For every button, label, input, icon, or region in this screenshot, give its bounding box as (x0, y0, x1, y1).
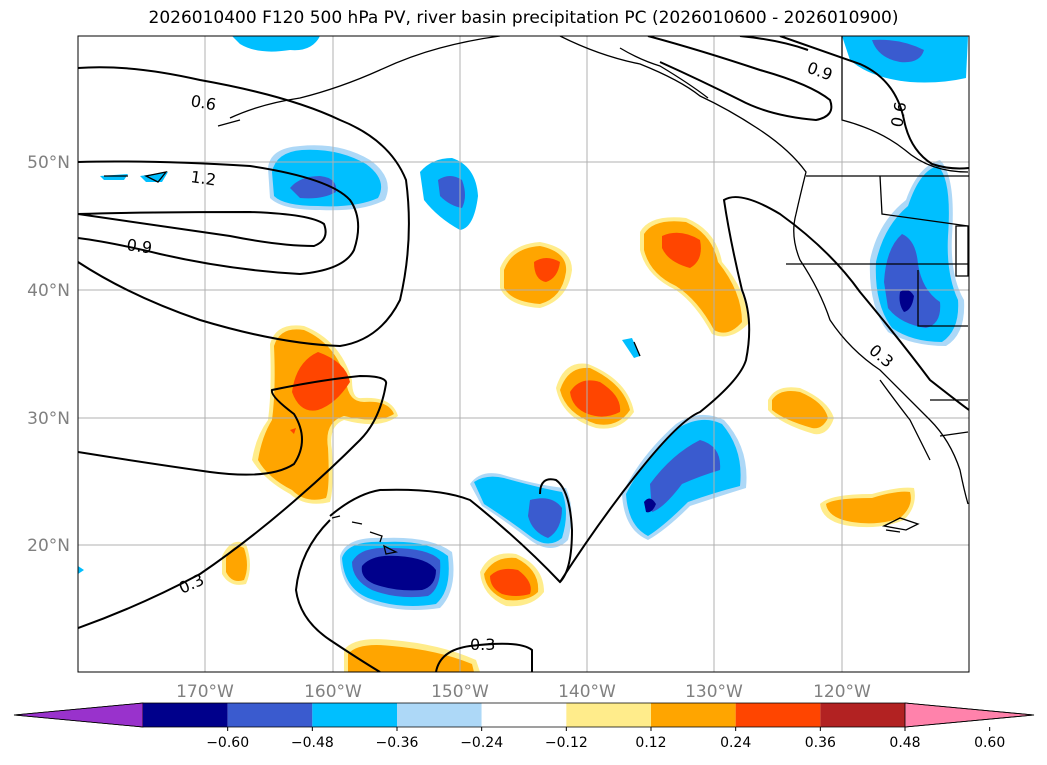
lon-label: 120°W (813, 682, 871, 702)
colorbar-swatch (481, 703, 567, 727)
colorbar-tick-label: 0.60 (974, 735, 1005, 751)
lon-label: 140°W (558, 682, 616, 702)
lat-label: 30°N (27, 409, 70, 429)
colorbar-swatch (397, 703, 482, 727)
lon-label: 130°W (685, 682, 743, 702)
colorbar-swatch (735, 703, 821, 727)
contour-label: 0.3 (470, 635, 495, 654)
colorbar: −0.60 −0.48 −0.36 −0.24 −0.12 0.12 0.24 0.36 0.4… (13, 702, 1035, 751)
map-title: 2026010400 F120 500 hPa PV, river basin … (148, 8, 899, 28)
contour-label: 0.6 (189, 91, 217, 114)
colorbar-swatch (651, 703, 736, 727)
colorbar-swatch (820, 703, 905, 727)
colorbar-tick-label: 0.24 (720, 735, 751, 751)
colorbar-tick-label: 0.12 (635, 735, 666, 751)
colorbar-tick-label: −0.24 (460, 735, 503, 751)
colorbar-tick-label: −0.12 (545, 735, 588, 751)
map-frame (77, 35, 970, 673)
colorbar-tick-label: 0.36 (805, 735, 836, 751)
colorbar-tick-label: 0.48 (889, 735, 920, 751)
colorbar-extend-max (904, 702, 1035, 728)
latitude-axis: 50°N 40°N 30°N 20°N (27, 153, 70, 556)
longitude-axis: 170°W 160°W 150°W 140°W 130°W 120°W (176, 682, 871, 702)
map-plot-area: 0.6 1.2 0.9 0.9 0.6 0.3 0.3 0.3 (78, 36, 969, 672)
colorbar-extend-min (13, 702, 144, 728)
lon-label: 160°W (304, 682, 362, 702)
colorbar-swatch (566, 703, 651, 727)
pv-contours (78, 36, 969, 672)
colorbar-tick-label: −0.48 (291, 735, 334, 751)
lon-label: 170°W (176, 682, 234, 702)
contour-label: 0.6 (887, 100, 910, 128)
colorbar-swatch (227, 703, 313, 727)
lat-label: 50°N (27, 153, 70, 173)
colorbar-swatch (312, 703, 397, 727)
contour-label: 1.2 (189, 167, 217, 189)
colorbar-tick-label: −0.36 (376, 735, 419, 751)
contour-label: 0.9 (125, 235, 153, 257)
colorbar-tick-label: −0.60 (206, 735, 249, 751)
lat-label: 20°N (27, 536, 70, 556)
lon-label: 150°W (431, 682, 489, 702)
negative-precip-regions (78, 36, 968, 610)
lat-label: 40°N (27, 281, 70, 301)
colorbar-swatch (143, 703, 228, 727)
coastlines (104, 36, 969, 555)
colorbar-outline (13, 702, 1035, 728)
